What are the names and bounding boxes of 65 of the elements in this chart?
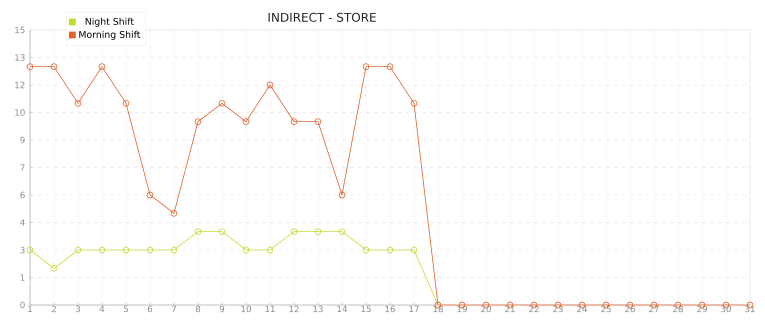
point <box>362 63 370 70</box>
y-tick-label: 13 <box>15 54 25 61</box>
point <box>314 118 322 125</box>
legend-label: Night Shift <box>86 18 134 27</box>
point <box>338 228 346 235</box>
point <box>266 246 274 254</box>
x-tick-label: 5 <box>124 306 128 312</box>
point <box>146 246 154 254</box>
point <box>218 100 226 107</box>
y-tick-label: 10 <box>15 109 25 116</box>
point <box>170 246 178 254</box>
x-tick-label: 15 <box>361 306 371 312</box>
point <box>290 118 298 125</box>
chart-title: INDIRECT - STORE <box>268 12 376 22</box>
point <box>194 228 202 235</box>
y-tick-label: 7 <box>20 164 25 171</box>
point <box>338 192 346 198</box>
point <box>26 63 34 70</box>
point <box>194 118 202 125</box>
point <box>170 210 178 217</box>
x-tick-label: 2 <box>52 306 56 312</box>
point <box>50 63 58 70</box>
point <box>122 100 130 107</box>
x-tick-label: 7 <box>172 306 176 312</box>
x-tick-label: 10 <box>241 306 251 312</box>
y-tick-label: 1 <box>20 274 24 281</box>
point <box>362 246 370 254</box>
x-tick-label: 3 <box>76 306 80 312</box>
y-tick-label: 4 <box>20 219 25 226</box>
legend-label: Morning Shift <box>79 30 140 40</box>
x-tick-label: 12 <box>289 306 299 312</box>
point <box>218 228 226 235</box>
point <box>386 63 394 70</box>
y-tick-label: 0 <box>20 302 25 308</box>
point <box>314 228 322 235</box>
point <box>74 246 82 254</box>
x-tick-label: 17 <box>409 306 419 312</box>
y-tick-label: 15 <box>15 26 25 34</box>
y-tick-label: 6 <box>20 192 25 198</box>
y-tick-label: 9 <box>20 136 25 144</box>
y-tick-label: 3 <box>20 246 25 254</box>
x-tick-label: 4 <box>100 306 104 312</box>
x-tick-label: 14 <box>337 306 348 312</box>
x-tick-label: 11 <box>265 306 275 312</box>
y-tick-label: 12 <box>15 82 24 88</box>
x-tick-label: 13 <box>313 306 323 312</box>
point <box>290 228 298 235</box>
point <box>410 100 418 107</box>
point <box>266 82 274 88</box>
point <box>50 264 58 272</box>
point <box>146 192 154 198</box>
x-tick-label: 6 <box>148 306 152 312</box>
point <box>122 246 130 254</box>
point <box>98 63 106 70</box>
x-tick-label: 9 <box>220 306 224 312</box>
point <box>242 246 250 254</box>
point <box>74 100 82 107</box>
point <box>242 118 250 125</box>
x-tick-label: 8 <box>196 306 200 312</box>
point <box>410 246 418 254</box>
point <box>386 246 394 254</box>
x-tick-label: 1 <box>28 306 32 312</box>
point <box>98 246 106 254</box>
x-tick-label: 16 <box>385 306 395 312</box>
point <box>26 246 34 254</box>
